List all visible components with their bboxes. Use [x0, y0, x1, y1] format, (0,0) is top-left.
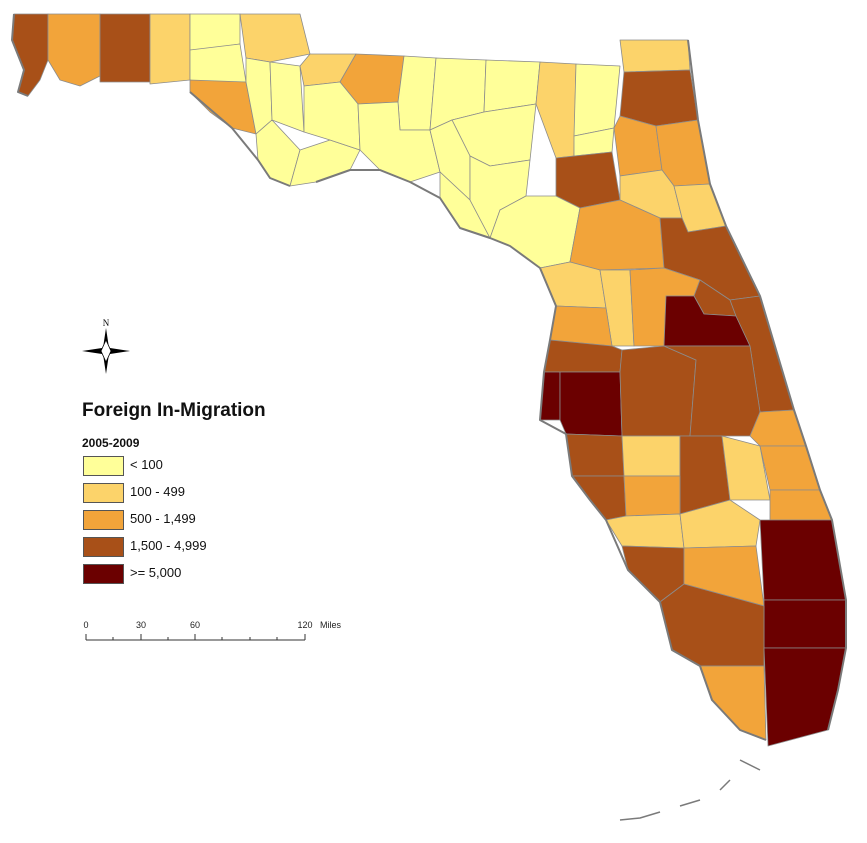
- legend-title: Foreign In-Migration: [82, 400, 266, 421]
- legend-swatch: [83, 456, 124, 476]
- legend-subtitle: 2005-2009: [82, 436, 140, 450]
- scale-tick-120: 120: [297, 620, 312, 630]
- county-charlotte: [605, 513, 685, 549]
- county-sumter: [599, 269, 635, 347]
- legend-label: 1,500 - 4,999: [130, 538, 207, 553]
- county-liberty: [269, 61, 305, 133]
- county-indian-river: [749, 409, 807, 447]
- scale-tick-60: 60: [190, 620, 200, 630]
- scale-ticks: [85, 634, 306, 640]
- county-alachua: [555, 151, 621, 209]
- county-glades: [679, 499, 761, 549]
- legend-label: < 100: [130, 457, 163, 472]
- county-jefferson: [397, 55, 437, 131]
- county-desoto: [623, 475, 681, 517]
- county-jackson: [239, 13, 311, 63]
- county-hardee: [621, 435, 681, 477]
- county-hillsborough: [559, 371, 623, 437]
- county-santa-rosa: [47, 13, 101, 87]
- north-label: N: [103, 318, 110, 328]
- scale-tick-0: 0: [83, 620, 88, 630]
- county-polk: [619, 345, 697, 437]
- county-columbia: [535, 61, 577, 159]
- florida-keys: [619, 759, 761, 821]
- county-duval: [619, 69, 699, 127]
- scale-tick-30: 30: [136, 620, 146, 630]
- county-sarasota: [571, 475, 627, 521]
- north-arrow: N: [82, 318, 130, 374]
- county-washington: [189, 43, 247, 87]
- county-manatee: [565, 433, 625, 477]
- legend-swatch: [83, 537, 124, 557]
- county-hernando: [549, 305, 613, 347]
- county-baker: [573, 63, 621, 137]
- county-broward: [763, 599, 847, 649]
- legend-swatch: [83, 483, 124, 503]
- scale-bar: 0 30 60 120 Miles: [83, 620, 342, 641]
- coastline: [11, 13, 847, 741]
- legend-swatch: [83, 510, 124, 530]
- county-monroe-mainland: [699, 665, 767, 741]
- scale-unit: Miles: [320, 620, 342, 630]
- legend-swatch: [83, 564, 124, 584]
- county-st-lucie: [759, 445, 821, 491]
- county-citrus: [539, 261, 607, 309]
- county-miami-dade: [763, 647, 847, 747]
- county-okaloosa: [99, 13, 151, 83]
- county-walton: [149, 13, 191, 85]
- county-hamilton: [483, 59, 541, 113]
- map-legend: Foreign In-Migration 2005-2009 < 100 100 …: [82, 400, 342, 586]
- county-nassau: [619, 39, 691, 73]
- legend-label: 100 - 499: [130, 484, 185, 499]
- county-regions: [11, 13, 847, 747]
- county-bay: [189, 79, 257, 135]
- legend-items: < 100 100 - 499 500 - 1,499 1,500 - 4,999 >=…: [82, 456, 342, 586]
- legend-label: 500 - 1,499: [130, 511, 196, 526]
- legend-label: >= 5,000: [130, 565, 182, 580]
